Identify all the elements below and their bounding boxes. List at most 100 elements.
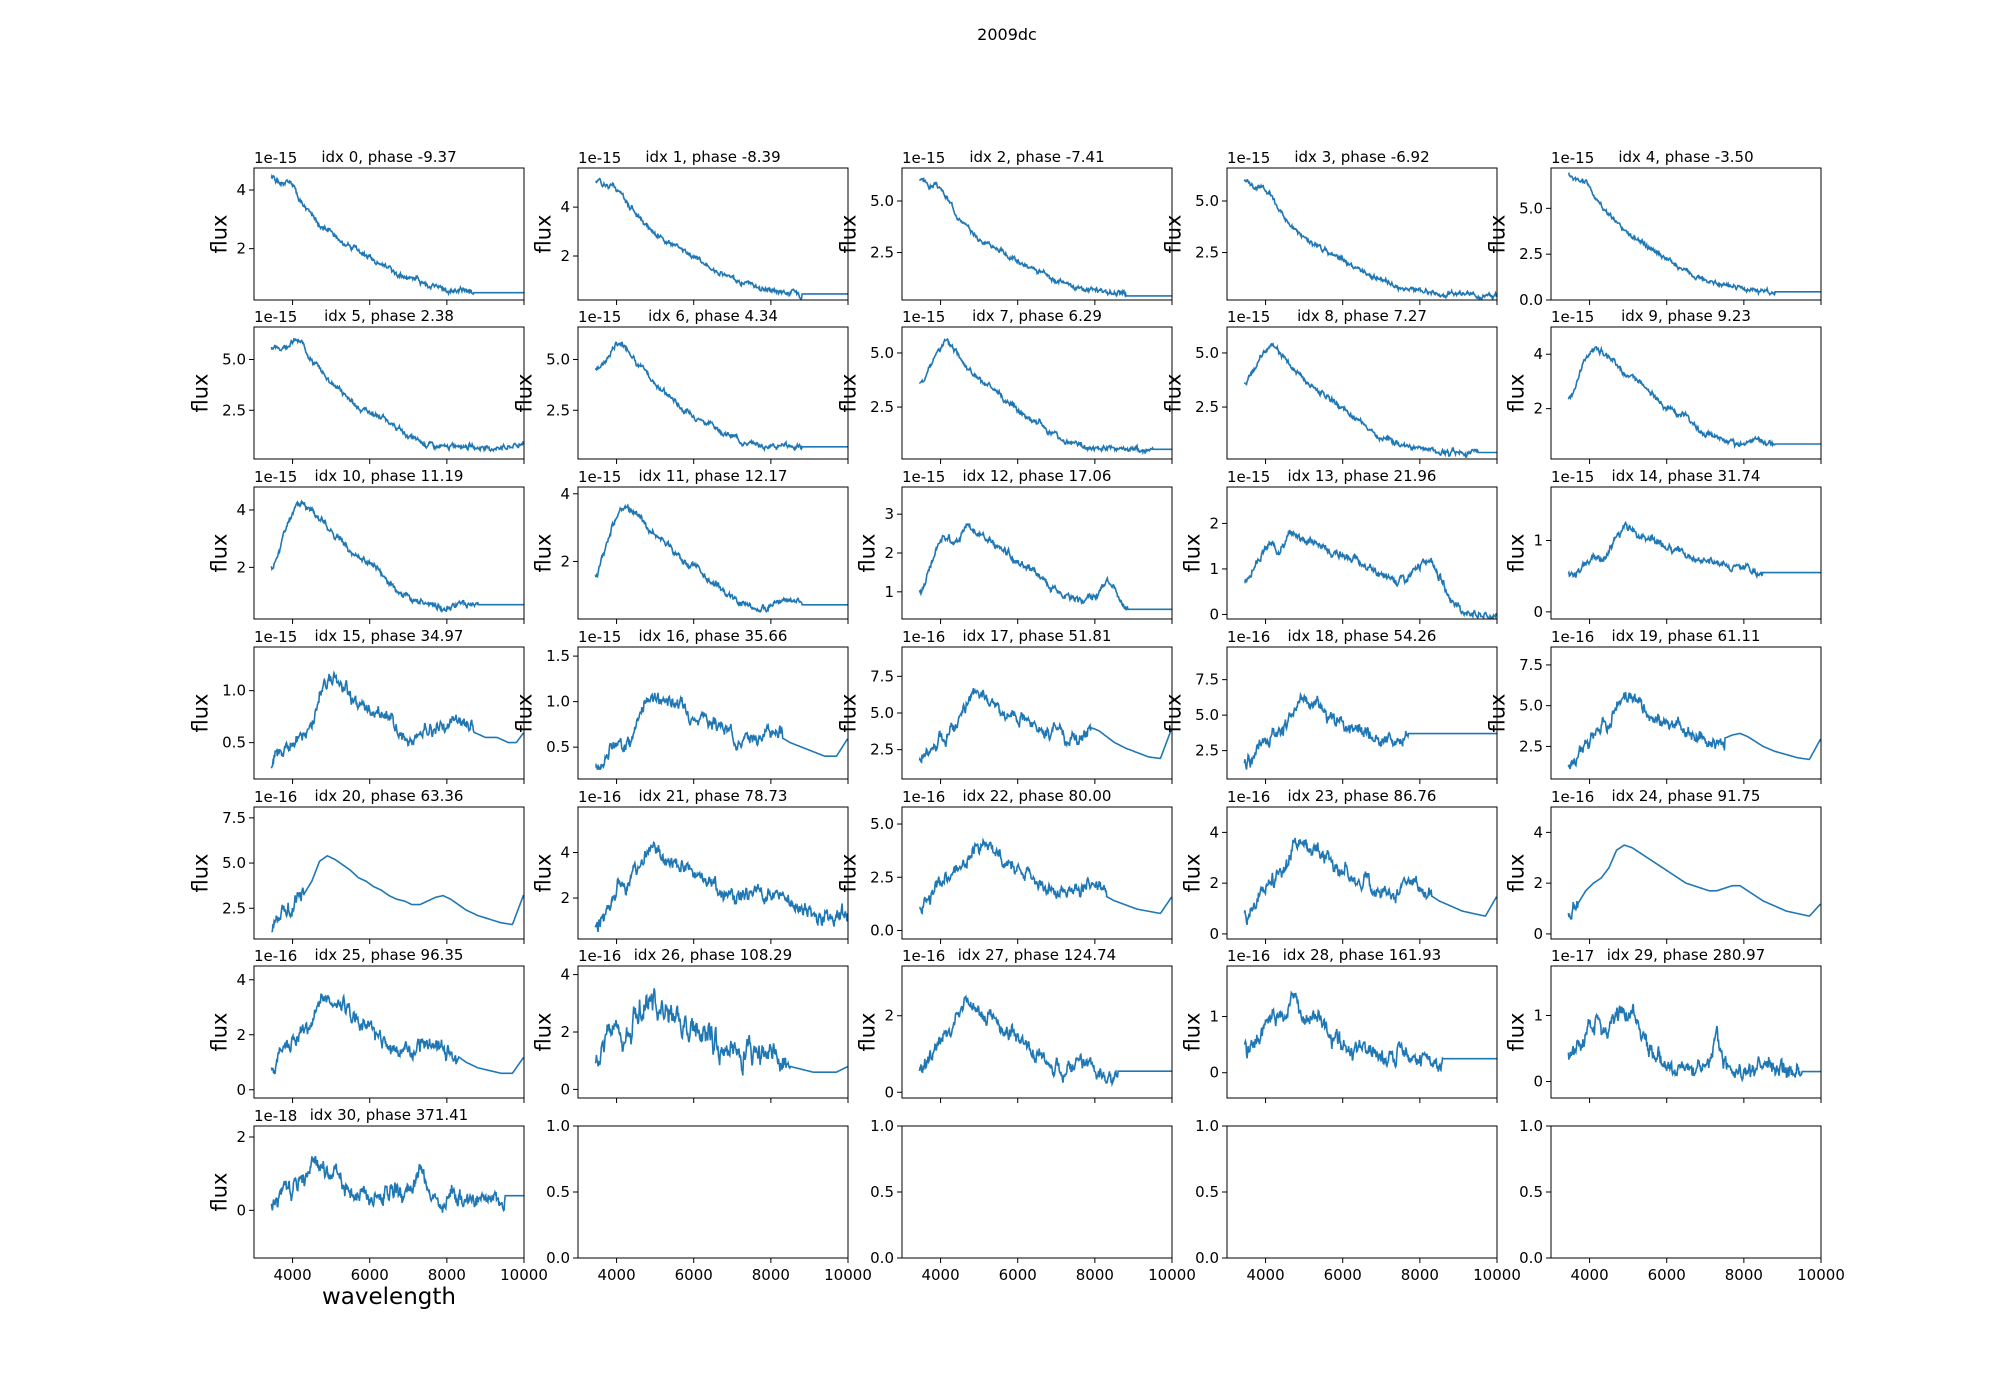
spectrum-line — [918, 522, 1172, 611]
axes-frame — [577, 167, 849, 301]
subplot-title: idx 30, phase 371.41 — [310, 1106, 468, 1124]
axes-frame — [1550, 486, 1822, 620]
offset-label: 1e-15 — [902, 308, 945, 326]
y-tick-label: 4 — [1533, 823, 1543, 841]
subplot-17: 2.5 5.0 7.5 1e-16 idx 17, phase 51.81 flux — [837, 627, 1173, 784]
y-tick-label: 2.5 — [222, 899, 246, 917]
axes-frame — [1550, 1125, 1822, 1259]
y-tick-label: 2.5 — [1195, 244, 1219, 262]
y-tick-label: 0 — [1533, 603, 1543, 621]
y-tick-label: 4 — [1209, 823, 1219, 841]
offset-label: 1e-15 — [578, 628, 621, 646]
subplot-title: idx 4, phase -3.50 — [1618, 148, 1753, 166]
y-tick-label: 5.0 — [870, 192, 894, 210]
y-tick-label: 4 — [560, 966, 570, 984]
y-tick-label: 7.5 — [222, 809, 246, 827]
y-tick-label: 4 — [1533, 345, 1543, 363]
subplot-20: 2.5 5.0 7.5 1e-16 idx 20, phase 63.36 flux — [189, 787, 525, 944]
y-tick-label: 5.0 — [870, 704, 894, 722]
x-axis-label: wavelength — [322, 1284, 456, 1310]
offset-label: 1e-15 — [1227, 149, 1270, 167]
axes-frame — [1550, 965, 1822, 1099]
y-axis-label: flux — [208, 1013, 232, 1052]
offset-label: 1e-15 — [902, 468, 945, 486]
spectrum-line — [1243, 837, 1497, 926]
axes-frame — [577, 806, 849, 940]
y-axis-label: flux — [1486, 215, 1510, 254]
x-tick-label: 8000 — [752, 1266, 790, 1284]
subplot-29: 0 1 1e-17 idx 29, phase 280.97 flux — [1505, 946, 1822, 1103]
x-tick-label: 10000 — [1797, 1266, 1845, 1284]
spectrum-line — [919, 837, 1172, 916]
y-tick-label: 1.0 — [1195, 1117, 1219, 1135]
axes-frame — [1550, 806, 1822, 940]
y-tick-label: 2.5 — [546, 401, 570, 419]
y-axis-label: flux — [837, 374, 861, 413]
y-tick-label: 0 — [236, 1201, 246, 1219]
subplot-title: idx 19, phase 61.11 — [1612, 627, 1761, 645]
y-tick-label: 4 — [560, 485, 570, 503]
subplot-title: idx 24, phase 91.75 — [1612, 787, 1761, 805]
y-tick-label: 2 — [236, 558, 246, 576]
subplot-18: 2.5 5.0 7.5 1e-16 idx 18, phase 54.26 flux — [1162, 627, 1498, 784]
spectrum-line — [270, 337, 524, 453]
offset-label: 1e-16 — [902, 947, 945, 965]
spectrum-line — [1567, 691, 1821, 770]
subplot-14: 0 1 1e-15 idx 14, phase 31.74 flux — [1505, 467, 1822, 624]
y-tick-label: 0.5 — [546, 738, 570, 756]
offset-label: 1e-16 — [1551, 788, 1594, 806]
y-tick-label: 5.0 — [870, 815, 894, 833]
axes-frame — [1226, 646, 1498, 780]
axes-frame — [577, 486, 849, 620]
subplot-title: idx 12, phase 17.06 — [963, 467, 1112, 485]
spectrum-line — [918, 337, 1172, 456]
y-tick-label: 2 — [560, 1023, 570, 1041]
spectrum-line — [270, 499, 524, 614]
y-tick-label: 0 — [1209, 605, 1219, 623]
y-tick-label: 1.0 — [870, 1117, 894, 1135]
y-tick-label: 7.5 — [870, 667, 894, 685]
x-tick-label: 8000 — [428, 1266, 466, 1284]
subplot-16: 0.5 1.0 1.5 1e-15 idx 16, phase 35.66 flux — [513, 627, 849, 784]
y-tick-label: 1 — [1209, 1008, 1219, 1026]
axes-frame — [253, 167, 525, 301]
y-tick-label: 2.5 — [870, 398, 894, 416]
y-tick-label: 2 — [1209, 514, 1219, 532]
subplot-title: idx 16, phase 35.66 — [639, 627, 788, 645]
y-tick-label: 2.5 — [1195, 742, 1219, 760]
y-axis-label: flux — [837, 694, 861, 733]
y-tick-label: 0.0 — [546, 1249, 570, 1267]
y-axis-label: flux — [1505, 374, 1529, 413]
y-tick-label: 4 — [236, 971, 246, 989]
subplot-title: idx 26, phase 108.29 — [634, 946, 792, 964]
spectrum-line — [918, 176, 1172, 299]
offset-label: 1e-16 — [1551, 628, 1594, 646]
spectrum-line — [270, 670, 524, 769]
y-tick-label: 1.5 — [546, 647, 570, 665]
y-axis-label: flux — [532, 854, 556, 893]
subplot-title: idx 18, phase 54.26 — [1288, 627, 1437, 645]
x-tick-label: 4000 — [1246, 1266, 1284, 1284]
subplot-1: 2 4 1e-15 idx 1, phase -8.39 flux — [532, 148, 849, 305]
subplot-4: 0.0 2.5 5.0 1e-15 idx 4, phase -3.50 flux — [1486, 148, 1822, 309]
subplot-title: idx 0, phase -9.37 — [321, 148, 456, 166]
axes-frame — [253, 326, 525, 460]
axes-frame — [901, 646, 1173, 780]
offset-label: 1e-15 — [1551, 149, 1594, 167]
y-tick-label: 0 — [236, 1081, 246, 1099]
x-tick-label: 10000 — [1148, 1266, 1196, 1284]
y-tick-label: 2.5 — [1195, 398, 1219, 416]
y-tick-label: 0.5 — [222, 734, 246, 752]
subplot-title: idx 2, phase -7.41 — [969, 148, 1104, 166]
y-tick-label: 2 — [236, 1026, 246, 1044]
y-tick-label: 0 — [884, 1083, 894, 1101]
y-tick-label: 2 — [1209, 874, 1219, 892]
y-tick-label: 1 — [1533, 532, 1543, 550]
offset-label: 1e-16 — [1227, 788, 1270, 806]
x-tick-label: 6000 — [675, 1266, 713, 1284]
spectrum-line — [1567, 345, 1821, 450]
subplot-24: 0 2 4 1e-16 idx 24, phase 91.75 flux — [1505, 787, 1822, 944]
offset-label: 1e-15 — [254, 468, 297, 486]
axes-frame — [1226, 806, 1498, 940]
